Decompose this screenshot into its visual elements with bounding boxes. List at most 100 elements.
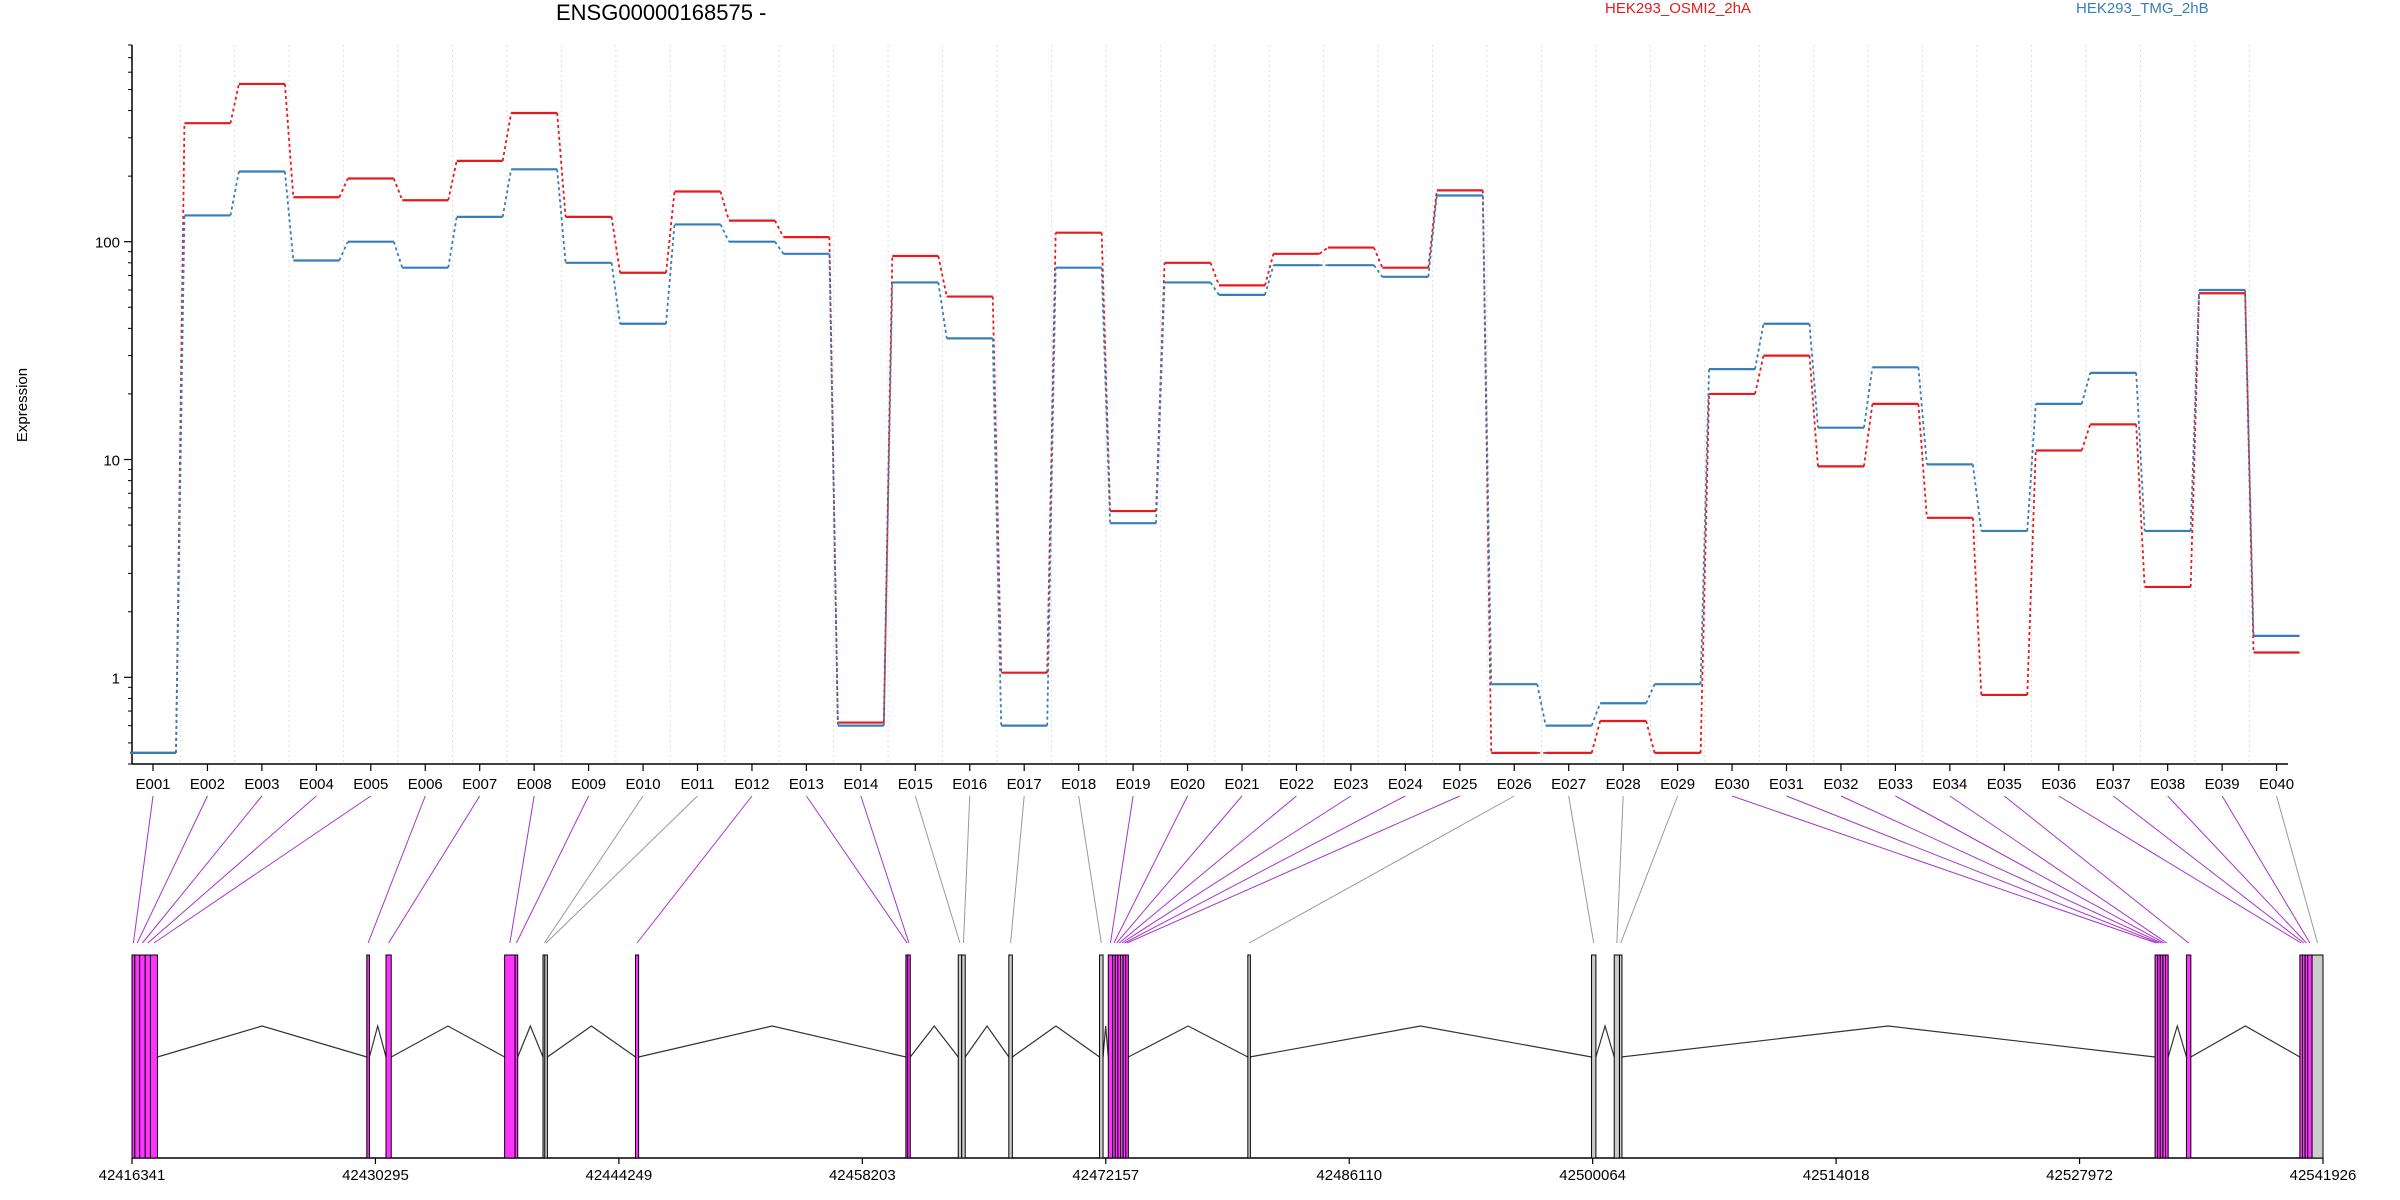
exon-block — [1008, 954, 1013, 1159]
intron-line — [909, 1025, 959, 1058]
exon-block — [634, 954, 640, 1159]
exon-connector — [1616, 795, 1624, 944]
x-tick-label: E038 — [2150, 776, 2185, 793]
series-1-connector — [1754, 355, 1765, 395]
intron-line — [1249, 1025, 1592, 1058]
exon-block — [961, 954, 966, 1159]
series-1-connector — [447, 160, 458, 201]
series-1-connector — [229, 83, 240, 124]
intron-line — [964, 1024, 1010, 1058]
intron-line — [1102, 1025, 1109, 1058]
x-tick-label: E019 — [1116, 776, 1151, 793]
x-tick-label: E022 — [1279, 776, 1314, 793]
intron-line — [638, 1025, 907, 1058]
exon-connector — [515, 795, 590, 944]
series-2-connector — [882, 282, 894, 726]
exon-connector — [509, 795, 535, 944]
series-2-connector — [1046, 267, 1057, 726]
gene-model: 42416341 42430295 42444249 42458203 42472157… — [99, 954, 2356, 1184]
x-tick-label: E033 — [1878, 776, 1913, 793]
series-2-connector — [1808, 323, 1819, 428]
x-tick-label: E026 — [1497, 776, 1532, 793]
exon-connector — [388, 795, 481, 944]
exon-connector — [545, 795, 698, 944]
series-1-connector — [719, 191, 730, 221]
exon-connector — [1248, 795, 1515, 944]
exon-connector — [132, 795, 154, 944]
exon-connector — [147, 795, 317, 944]
x-tick-label: E004 — [299, 776, 334, 793]
x-tick-label: E036 — [2041, 776, 2076, 793]
exon-connector — [1010, 795, 1025, 944]
exon-connector — [543, 795, 644, 944]
series-2-connector — [1100, 267, 1111, 524]
intron-line — [1011, 1025, 1100, 1058]
exon-connector — [1113, 795, 1188, 944]
series-2-connector — [501, 169, 513, 218]
series-2-connector — [1699, 369, 1710, 685]
series-1-connector — [2080, 424, 2092, 451]
exon-block — [2307, 954, 2313, 1159]
x-tick-label: E009 — [571, 776, 606, 793]
coordinate-tick-label: 42527972 — [2046, 1167, 2113, 1184]
series-2-connector — [828, 253, 839, 726]
coordinate-tick-label: 42416341 — [99, 1167, 166, 1184]
y-tick-label: 10 — [103, 453, 120, 470]
series-2-connector — [1863, 367, 1874, 428]
exon-block — [1613, 954, 1620, 1159]
coordinate-tick-label: 42486110 — [1316, 1167, 1382, 1184]
exon-connector — [1620, 795, 1679, 944]
series-2-connector — [1590, 702, 1601, 726]
exon-connector — [2112, 795, 2305, 944]
x-tick-label: E020 — [1170, 776, 1205, 793]
series-2-connector — [1427, 195, 1438, 277]
series-2-connector — [1754, 323, 1765, 370]
intron-line — [1595, 1023, 1615, 1058]
exon-connector — [805, 795, 908, 944]
x-tick-label: E040 — [2259, 776, 2294, 793]
x-tick-label: E018 — [1061, 776, 1096, 793]
exon-connector — [2221, 795, 2311, 944]
coordinate-tick-label: 42514018 — [1803, 1167, 1870, 1184]
exon-connector — [1118, 795, 1297, 944]
series-1-connector — [1481, 190, 1493, 753]
exon-block — [504, 954, 516, 1159]
x-tick-label: E034 — [1932, 776, 1967, 793]
intron-line — [157, 1025, 367, 1058]
exon-block — [544, 954, 548, 1159]
x-tick-label: E014 — [843, 776, 878, 793]
series-1-connector — [2026, 450, 2037, 695]
coordinate-tick-label: 42472157 — [1072, 1167, 1139, 1184]
series-1-connector — [1155, 262, 1166, 512]
series-2-connector — [392, 241, 404, 268]
x-tick-label: E017 — [1007, 776, 1042, 793]
x-tick-label: E027 — [1551, 776, 1586, 793]
series-lines — [130, 82, 2300, 754]
x-tick-label: E016 — [952, 776, 987, 793]
exon-block — [1591, 954, 1597, 1159]
exon-block — [1099, 954, 1104, 1159]
exon-connector — [1126, 795, 1461, 944]
exon-block — [144, 954, 151, 1159]
intron-line — [1621, 1025, 2156, 1058]
series-2-connector — [719, 224, 730, 243]
intron-line — [1128, 1025, 1249, 1058]
axes: 1 10 100 E001 E002 E003 E004 E005 E006 E007 E008 E0… — [95, 44, 2294, 793]
coordinate-tick-label: 42500064 — [1559, 1167, 1626, 1184]
intron-line — [390, 1025, 505, 1058]
series-1-connector — [284, 83, 295, 198]
series-2-connector — [229, 171, 240, 216]
series-1-connector — [2189, 293, 2200, 587]
y-tick-label: 1 — [112, 670, 120, 687]
x-tick-label: E031 — [1769, 776, 1804, 793]
series-1-connector — [1427, 190, 1438, 268]
x-tick-label: E003 — [244, 776, 279, 793]
x-tick-label: E008 — [517, 776, 552, 793]
legend-entry-series-1: HEK293_OSMI2_2hA — [1605, 0, 1751, 17]
x-tick-label: E037 — [2096, 776, 2131, 793]
intron-line — [517, 1024, 544, 1058]
x-tick-label: E010 — [626, 776, 661, 793]
series-2-connector — [774, 241, 785, 255]
exon-block — [514, 954, 519, 1159]
exon-block — [385, 954, 392, 1159]
